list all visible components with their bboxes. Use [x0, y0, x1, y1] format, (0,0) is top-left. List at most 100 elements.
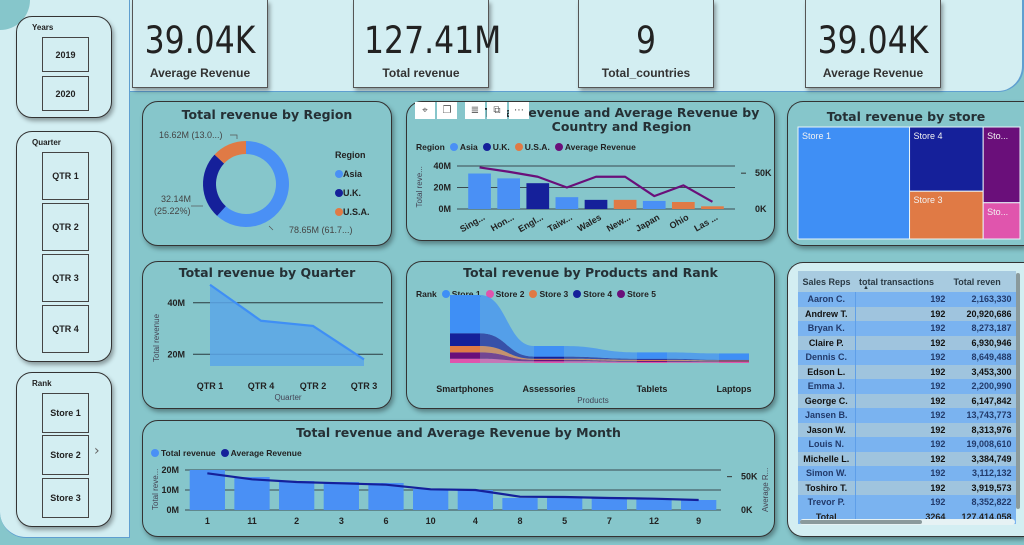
- leader-line: [268, 225, 274, 231]
- legend-item-usa[interactable]: U.S.A.: [335, 203, 370, 222]
- cell-transactions: 192: [855, 292, 950, 307]
- cell-revenue: 8,352,822: [949, 495, 1016, 510]
- slicer-option-2019[interactable]: 2019: [42, 37, 89, 72]
- cell-revenue: 20,920,686: [949, 306, 1016, 321]
- focus-mode-icon[interactable]: ⧉: [487, 102, 507, 119]
- x-tick-label: 5: [562, 516, 567, 526]
- x-tick-label: QTR 4: [248, 381, 275, 391]
- column-header-total-revenue[interactable]: Total reven: [949, 271, 1016, 292]
- kpi-label: Total_countries: [601, 66, 691, 80]
- country-revenue-card[interactable]: Total revenue and Average Revenue by Cou…: [406, 101, 776, 241]
- table-row[interactable]: Toshiro T. 192 3,919,573: [798, 480, 1016, 495]
- table-row[interactable]: Louis N. 192 19,008,610: [798, 437, 1016, 452]
- ribbon-segment-store-4: [450, 333, 480, 346]
- legend-item-asia[interactable]: Asia: [335, 165, 370, 184]
- x-tick-label: 3: [339, 516, 344, 526]
- table-row[interactable]: Andrew T. 192 20,920,686: [798, 306, 1016, 321]
- table-row[interactable]: Trevor P. 192 8,352,822: [798, 495, 1016, 510]
- legend-item-store5[interactable]: Store 5: [617, 289, 656, 299]
- vertical-scrollbar[interactable]: [1016, 273, 1020, 509]
- x-tick-label: 8: [517, 516, 522, 526]
- cell-sales-rep: Louis N.: [798, 437, 856, 452]
- legend-item-store4[interactable]: Store 4: [573, 289, 612, 299]
- slicer-option-2020[interactable]: 2020: [42, 76, 89, 111]
- ribbon-store-1: [480, 295, 534, 357]
- horizontal-scrollbar-thumb[interactable]: [800, 520, 922, 524]
- slicer-option-store2[interactable]: Store 2: [42, 435, 89, 475]
- slicer-option-qtr2[interactable]: QTR 2: [42, 203, 89, 251]
- slicer-option-store1[interactable]: Store 1: [42, 393, 89, 433]
- more-options-icon[interactable]: ⋯: [509, 102, 529, 119]
- legend-item-uk[interactable]: U.K.: [335, 184, 370, 203]
- region-donut-card[interactable]: Total revenue by Region 78.65M (61.7...)…: [142, 101, 392, 246]
- table-row[interactable]: Michelle L. 192 3,384,749: [798, 451, 1016, 466]
- legend-item-usa[interactable]: U.S.A.: [514, 142, 550, 152]
- legend-label: Store 2: [495, 289, 525, 299]
- legend-item-average-revenue[interactable]: Average Revenue: [554, 142, 636, 152]
- cell-transactions: 192: [855, 393, 950, 408]
- kpi-value: 39.04K: [144, 19, 256, 62]
- ribbon-store-1: [667, 352, 719, 360]
- cell-sales-rep: Claire P.: [798, 335, 856, 350]
- table-row[interactable]: Jason W. 192 8,313,976: [798, 422, 1016, 437]
- month-combo-card[interactable]: Total revenue and Average Revenue by Mon…: [142, 420, 775, 537]
- quarter-area-card[interactable]: Total revenue by Quarter 20M 40M QTR 1 QTR …: [142, 261, 392, 409]
- table-row[interactable]: Jansen B. 192 13,743,773: [798, 408, 1016, 423]
- donut-slice-asia: [217, 141, 289, 227]
- ribbon-store-5: [480, 352, 534, 362]
- ribbon-segment-store-1: [637, 352, 667, 359]
- legend-item-store3[interactable]: Store 3: [529, 289, 568, 299]
- kpi-card-average-revenue: 39.04K Average Revenue: [132, 0, 268, 88]
- average-revenue-line: [479, 166, 713, 203]
- products-ribbon-card[interactable]: Total revenue by Products and Rank Rank …: [406, 261, 775, 409]
- x-tick-label: Ohio: [668, 212, 691, 231]
- table-row[interactable]: Bryan K. 192 8,273,187: [798, 321, 1016, 336]
- legend-item-uk[interactable]: U.K.: [482, 142, 510, 152]
- x-tick-label: 9: [696, 516, 701, 526]
- cell-revenue: 8,313,976: [949, 422, 1016, 437]
- slicer-option-store3[interactable]: Store 3: [42, 478, 89, 518]
- copy-icon[interactable]: ❐: [437, 102, 457, 119]
- x-tick-label: QTR 1: [197, 381, 224, 391]
- store-treemap-card[interactable]: Total revenue by store Store 1 Store 4 Sto…: [787, 101, 1024, 246]
- cell-sales-rep: Michelle L.: [798, 451, 856, 466]
- filter-icon[interactable]: ≣: [465, 102, 485, 119]
- cell-transactions: 192: [855, 437, 950, 452]
- legend-title: Region: [416, 142, 445, 152]
- kpi-card-average-revenue-2: 39.04K Average Revenue: [805, 0, 941, 88]
- slicer-option-qtr4[interactable]: QTR 4: [42, 305, 89, 353]
- legend-item-total-revenue[interactable]: Total revenue: [151, 448, 216, 458]
- table-row[interactable]: Aaron C. 192 2,163,330: [798, 292, 1016, 307]
- sort-ascending-icon[interactable]: ▲: [863, 285, 869, 291]
- table-row[interactable]: Claire P. 192 6,930,946: [798, 335, 1016, 350]
- leader-line: [230, 134, 238, 139]
- column-header-total-transactions[interactable]: total transactions ▲: [855, 271, 950, 292]
- table-row[interactable]: Dennis C. 192 8,649,488: [798, 350, 1016, 365]
- legend-dot: [485, 290, 494, 298]
- ribbon-segment-store-2: [534, 361, 564, 363]
- legend-title: Region: [335, 150, 366, 160]
- legend-item-store2[interactable]: Store 2: [485, 289, 525, 299]
- legend-dot: [220, 449, 229, 457]
- pin-icon[interactable]: ⌖: [415, 102, 435, 119]
- column-header-sales-reps[interactable]: Sales Reps: [798, 271, 855, 292]
- slicer-option-qtr1[interactable]: QTR 1: [42, 152, 89, 200]
- legend-label: Store 3: [539, 289, 569, 299]
- cell-transactions: 192: [855, 466, 950, 481]
- kpi-value: 9: [635, 19, 657, 62]
- slicer-option-qtr3[interactable]: QTR 3: [42, 254, 89, 302]
- x-tick-label: QTR 3: [351, 381, 378, 391]
- table-row[interactable]: Edson L. 192 3,453,300: [798, 364, 1016, 379]
- legend-item-average-revenue[interactable]: Average Revenue: [220, 448, 302, 458]
- products-ribbon-chart: Smartphones Assessories Tablets Laptops Prod…: [436, 295, 752, 405]
- legend-item-asia[interactable]: Asia: [449, 142, 478, 152]
- legend-item-store1[interactable]: Store 1: [441, 289, 481, 299]
- y-tick-label: 0M: [438, 204, 451, 214]
- table-row[interactable]: Simon W. 192 3,112,132: [798, 466, 1016, 481]
- table-row[interactable]: Emma J. 192 2,200,990: [798, 379, 1016, 394]
- bar-1: [189, 470, 225, 510]
- chevron-right-icon[interactable]: ›: [94, 443, 100, 459]
- treemap-tile-store-5: [982, 126, 1021, 204]
- table-row[interactable]: George C. 192 6,147,842: [798, 393, 1016, 408]
- x-tick-label: 7: [607, 516, 612, 526]
